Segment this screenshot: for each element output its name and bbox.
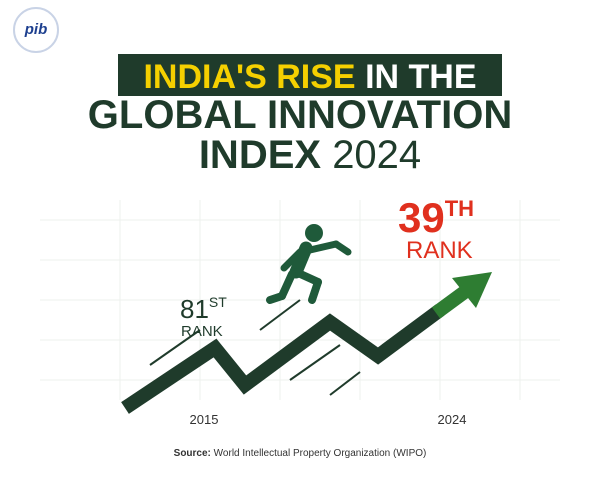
end-rank-number: 39 [398, 194, 445, 241]
end-rank-label: RANK [406, 237, 473, 264]
source-label: Source: [174, 448, 211, 459]
trend-arrow [121, 304, 445, 414]
title-highlight: INDIA'S RISE [143, 58, 355, 96]
start-rank: 81ST [180, 294, 227, 324]
title-index: INDEX [199, 133, 322, 177]
start-rank-number: 81 [180, 294, 209, 324]
title-rest: IN THE [365, 58, 476, 96]
logo: pib [13, 7, 59, 53]
source-text: World Intellectual Property Organization… [214, 448, 427, 459]
title-line1: INDIA'S RISE IN THE [143, 58, 476, 96]
title-year: 2024 [332, 133, 421, 177]
start-rank-suffix: ST [209, 294, 227, 310]
arrow-head [452, 272, 492, 308]
logo-text: pib [24, 21, 48, 38]
runner-icon [266, 224, 352, 304]
end-rank: 39TH [398, 194, 474, 241]
start-year: 2015 [190, 412, 219, 427]
title-band [118, 54, 502, 96]
source: Source: World Intellectual Property Orga… [174, 448, 427, 459]
start-rank-label: RANK [181, 323, 223, 340]
title-line3: INDEX 2024 [199, 133, 421, 177]
end-rank-suffix: TH [445, 196, 474, 221]
title-line2: GLOBAL INNOVATION [88, 93, 512, 137]
end-year: 2024 [438, 412, 467, 427]
